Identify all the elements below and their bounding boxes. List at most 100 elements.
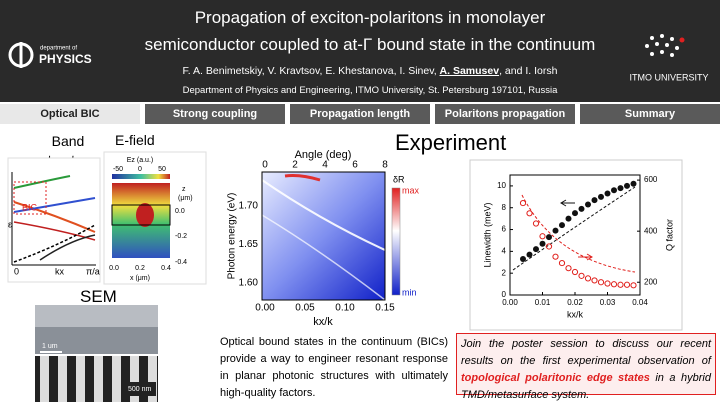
tab[interactable]: Summary xyxy=(580,104,720,124)
tab[interactable]: Polaritons propagation xyxy=(435,104,575,124)
note-highlight: topological polaritonic edge states xyxy=(461,372,650,384)
tab[interactable]: Propagation length xyxy=(290,104,430,124)
linewidth-point xyxy=(624,182,630,189)
axis-label: kx/k xyxy=(313,316,333,328)
y-label: Linewidth (meV) xyxy=(482,202,492,267)
colorbar-tick: 0 xyxy=(138,166,142,173)
colorbar-label: max xyxy=(402,185,420,195)
y2-tick-label: 600 xyxy=(644,175,658,184)
author: , and I. Iorsh xyxy=(499,65,558,77)
logo-text: PHYSICS xyxy=(39,52,92,66)
scale-label: 500 nm xyxy=(128,386,152,393)
itmo-logo: ITMO UNIVERSITY xyxy=(629,34,709,82)
linewidth-point xyxy=(611,187,617,194)
q-factor-plot: 0.00 0.01 0.02 0.03 0.04 0 2 4 6 8 10 200 400 600 kx/k… xyxy=(469,159,683,331)
q-factor-point xyxy=(552,253,559,260)
colorbar-tick: -50 xyxy=(113,166,123,173)
dispersion-map: δR max min Angle (deg) kx/k Photon energ… xyxy=(227,149,420,328)
q-factor-point xyxy=(571,268,579,276)
bic-label: BIC xyxy=(22,202,38,212)
section-label: SEM xyxy=(80,287,117,306)
y2-label: Q factor xyxy=(664,219,674,251)
q-factor-point xyxy=(591,277,598,284)
linewidth-point xyxy=(572,210,578,217)
y-tick-label: 8 xyxy=(502,203,507,212)
y2-tick-label: 400 xyxy=(644,226,658,235)
authors: F. A. Benimetskiy, V. Kravtsov, E. Khest… xyxy=(110,65,630,77)
top-tick-label: 6 xyxy=(352,160,358,171)
linewidth-point xyxy=(591,197,598,204)
x-tick-label: 0.00 xyxy=(255,303,275,314)
affiliation: Department of Physics and Engineering, I… xyxy=(182,85,558,96)
axis-label: Angle (deg) xyxy=(295,149,352,161)
arrow xyxy=(560,199,575,207)
x-label: kx/k xyxy=(567,309,584,319)
x-tick-label: 0.00 xyxy=(502,298,518,307)
tab[interactable]: Strong coupling xyxy=(145,104,285,124)
fit-line xyxy=(521,194,636,273)
colorbar-label: δR xyxy=(393,174,405,184)
x-tick-label: 0.05 xyxy=(295,303,315,314)
q-factor-point xyxy=(623,281,631,288)
sem-figure: 1 um 500 nm xyxy=(35,305,158,402)
scale-label: 1 um xyxy=(42,343,58,350)
q-factor-point xyxy=(610,281,618,288)
q-factor-point xyxy=(558,259,566,267)
author-highlight: A. Samusev xyxy=(439,65,500,77)
y-tick-label: -0.2 xyxy=(175,233,187,240)
x-tick-label: 0.03 xyxy=(600,298,616,307)
linewidth-point xyxy=(630,180,637,187)
note-box: Join the poster session to discuss our r… xyxy=(456,333,716,401)
axis-label: Photon energy (eV) xyxy=(227,193,238,280)
x-tick-label: 0.04 xyxy=(632,298,648,307)
y-tick-label: 6 xyxy=(502,225,507,234)
header: Propagation of exciton-polaritons in mon… xyxy=(0,0,720,102)
linewidth-point xyxy=(559,222,565,229)
x-tick-label: kx xyxy=(55,266,65,276)
y-tick-label: 4 xyxy=(502,246,507,255)
y-tick-label: 0.0 xyxy=(175,208,185,215)
y-tick-label: 1.60 xyxy=(239,278,259,289)
note-text: in a hybrid TMD/metasurface system. xyxy=(461,372,711,401)
q-factor-point xyxy=(526,210,533,217)
author: F. A. Benimetskiy, V. Kravtsov, E. Khest… xyxy=(182,65,440,77)
y-tick-label: 1.65 xyxy=(239,239,259,250)
q-factor-point xyxy=(519,199,527,207)
title-line: Propagation of exciton-polaritons in mon… xyxy=(194,8,546,27)
arrow xyxy=(578,253,593,261)
linewidth-point xyxy=(526,251,533,258)
y-tick-label: 1.70 xyxy=(239,201,259,212)
colorbar-label: Ez (a.u.) xyxy=(127,157,153,164)
fit-line xyxy=(512,186,636,271)
top-tick-label: 4 xyxy=(322,160,328,171)
axis-label: (μm) xyxy=(178,195,193,202)
x-tick-label: 0.01 xyxy=(535,298,551,307)
q-factor-point xyxy=(630,282,637,289)
q-factor-point xyxy=(539,233,546,240)
y-tick-label: -0.4 xyxy=(175,259,187,266)
q-factor-point xyxy=(617,281,624,288)
linewidth-point xyxy=(533,246,539,253)
x-tick-label: 0.02 xyxy=(567,298,583,307)
y-tick-label: 10 xyxy=(497,181,506,190)
x-label: x (μm) xyxy=(130,275,150,282)
linewidth-point xyxy=(604,190,611,197)
q-factor-point xyxy=(578,272,585,279)
x-tick-label: 0.2 xyxy=(135,265,145,272)
linewidth-point xyxy=(617,185,624,192)
q-factor-point xyxy=(545,243,553,250)
physics-logo: department of PHYSICS xyxy=(8,42,92,68)
x-tick-label: π/a xyxy=(86,266,100,276)
colorbar-tick: 50 xyxy=(158,166,166,173)
y-label: ε xyxy=(8,219,12,229)
top-tick-label: 8 xyxy=(382,160,388,171)
tab[interactable]: Optical BIC xyxy=(0,104,140,124)
linewidth-point xyxy=(598,193,604,200)
top-tick-label: 0 xyxy=(262,160,268,171)
note-text: Join the poster session to discuss our r… xyxy=(461,338,711,367)
section-title: Experiment xyxy=(395,130,507,155)
linewidth-point xyxy=(552,227,559,234)
linewidth-point xyxy=(585,201,591,208)
linewidth-point xyxy=(565,215,572,222)
